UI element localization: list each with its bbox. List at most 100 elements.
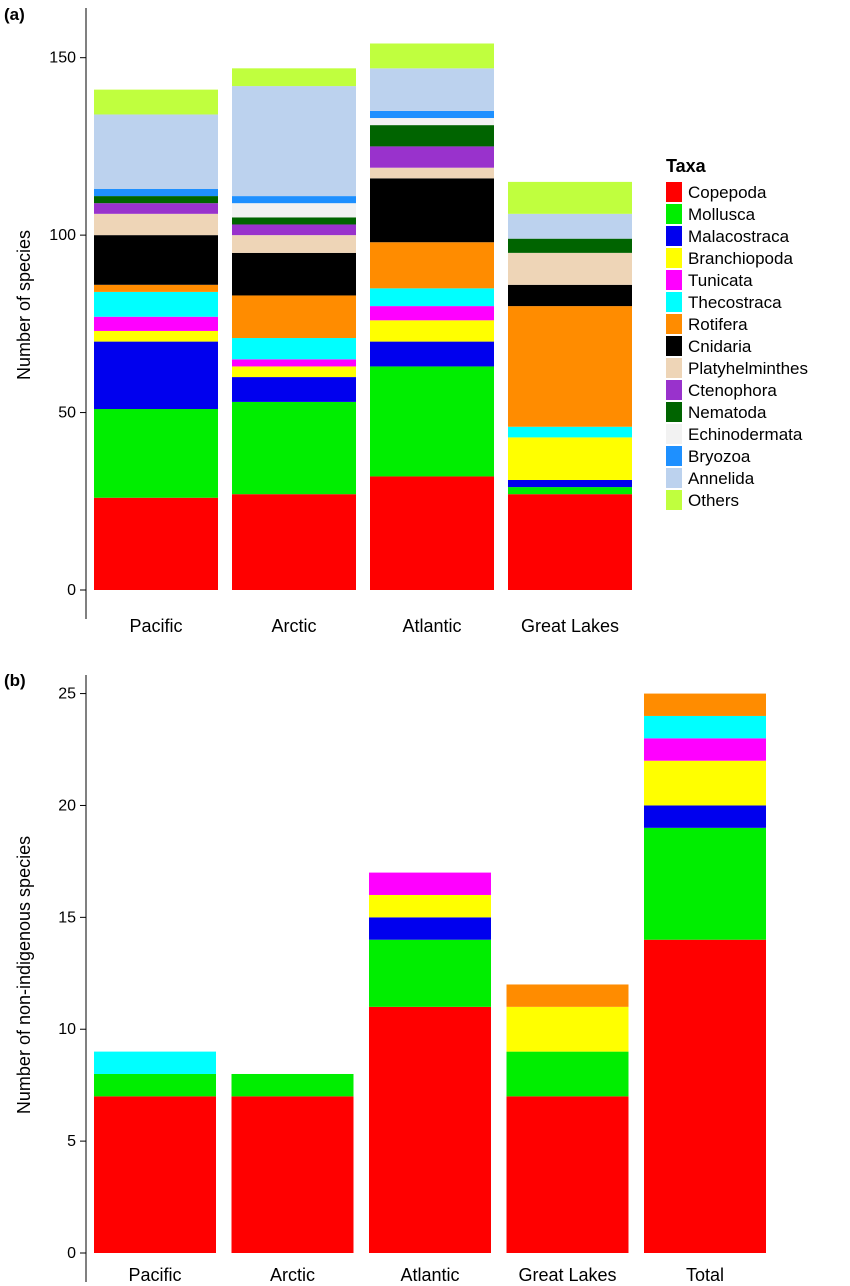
panel-a-bar-arctic-branchiopoda xyxy=(232,366,356,378)
panel-a-bar-great-lakes-thecostraca xyxy=(508,426,632,438)
legend-title: Taxa xyxy=(666,156,707,176)
panel-b-bar-atlantic-branchiopoda xyxy=(369,894,491,918)
panel-a-bar-great-lakes-branchiopoda xyxy=(508,437,632,480)
legend-swatch-malacostraca xyxy=(666,226,682,246)
panel-a-bar-atlantic-annelida xyxy=(370,68,494,111)
panel-b-y-tick-label-10: 10 xyxy=(58,1021,76,1038)
legend-label-malacostraca: Malacostraca xyxy=(688,227,790,246)
panel-a-label: (a) xyxy=(4,5,25,24)
legend-swatch-ctenophora xyxy=(666,380,682,400)
legend-label-thecostraca: Thecostraca xyxy=(688,293,782,312)
panel-b-bar-great-lakes-branchiopoda xyxy=(506,1006,629,1052)
legend-label-bryozoa: Bryozoa xyxy=(688,447,751,466)
panel-b-bar-total-rotifera xyxy=(644,693,766,716)
panel-a-category-label-atlantic: Atlantic xyxy=(402,616,461,636)
panel-a-bar-pacific-annelida xyxy=(94,114,218,189)
panel-a-bar-arctic-annelida xyxy=(232,86,356,197)
panel-a-bar-pacific-copepoda xyxy=(94,497,218,590)
panel-a-bar-atlantic-bryozoa xyxy=(370,110,494,119)
panel-b-bar-pacific-thecostraca xyxy=(94,1051,216,1074)
panel-a-y-tick-label-100: 100 xyxy=(49,227,76,244)
panel-b-y-tick-label-25: 25 xyxy=(58,686,76,703)
panel-a-y-tick-label-150: 150 xyxy=(49,50,76,67)
legend-label-echinodermata: Echinodermata xyxy=(688,425,803,444)
legend-swatch-branchiopoda xyxy=(666,248,682,268)
panel-a-bar-arctic-cnidaria xyxy=(232,252,356,296)
panel-a-bar-atlantic-malacostraca xyxy=(370,341,494,367)
panel-a-bar-atlantic-thecostraca xyxy=(370,288,494,307)
panel-a-bar-great-lakes-rotifera xyxy=(508,306,632,427)
panel-a-bar-atlantic-rotifera xyxy=(370,242,494,289)
legend-swatch-nematoda xyxy=(666,402,682,422)
panel-a-bar-atlantic-branchiopoda xyxy=(370,320,494,342)
panel-b-category-label-total: Total xyxy=(686,1265,724,1285)
panel-a-bar-pacific-platyhelminthes xyxy=(94,213,218,236)
panel-b-bar-great-lakes-mollusca xyxy=(506,1051,629,1097)
panel-a-bar-atlantic-cnidaria xyxy=(370,178,494,243)
panel-b-label: (b) xyxy=(4,671,26,690)
legend-label-copepoda: Copepoda xyxy=(688,183,767,202)
panel-a-bars xyxy=(94,43,632,590)
panel-b-bar-atlantic-copepoda xyxy=(369,1006,491,1253)
legend-label-platyhelminthes: Platyhelminthes xyxy=(688,359,808,378)
legend-swatch-bryozoa xyxy=(666,446,682,466)
panel-a-bar-atlantic-mollusca xyxy=(370,366,494,477)
legend-label-annelida: Annelida xyxy=(688,469,755,488)
panel-b-category-label-arctic: Arctic xyxy=(270,1265,315,1285)
panel-a-bar-arctic-mollusca xyxy=(232,401,356,495)
panel-a-bar-arctic-platyhelminthes xyxy=(232,235,356,253)
panel-b-bar-total-copepoda xyxy=(644,939,766,1253)
panel-a-bar-pacific-bryozoa xyxy=(94,188,218,197)
panel-a-bar-arctic-thecostraca xyxy=(232,338,356,360)
panel-a-bar-pacific-rotifera xyxy=(94,284,218,292)
legend-swatch-copepoda xyxy=(666,182,682,202)
panel-a-bar-pacific-malacostraca xyxy=(94,341,218,410)
panel-a-bar-pacific-thecostraca xyxy=(94,291,218,317)
panel-a: (a) Number of species 0 50 100 150 Pacific A… xyxy=(4,5,808,636)
panel-a-category-labels: Pacific Arctic Atlantic Great Lakes xyxy=(129,616,619,636)
panel-a-bar-pacific-branchiopoda xyxy=(94,330,218,342)
panel-b-bar-atlantic-tunicata xyxy=(369,872,491,895)
panel-a-category-label-great-lakes: Great Lakes xyxy=(521,616,619,636)
legend-label-nematoda: Nematoda xyxy=(688,403,767,422)
panel-b-y-tick-label-0: 0 xyxy=(67,1245,76,1262)
panel-a-bar-arctic-others xyxy=(232,68,356,87)
panel-b-bar-arctic-copepoda xyxy=(231,1096,354,1253)
panel-b-y-ticks: 0 5 10 15 20 25 xyxy=(58,686,86,1262)
panel-a-bar-great-lakes-mollusca xyxy=(508,487,632,495)
panel-a-bar-arctic-ctenophora xyxy=(232,224,356,236)
panel-a-bar-arctic-echinodermata xyxy=(232,203,356,218)
legend-swatch-platyhelminthes xyxy=(666,358,682,378)
panel-b-bar-arctic-mollusca xyxy=(231,1073,354,1097)
panel-a-category-label-arctic: Arctic xyxy=(272,616,317,636)
panel-a-bar-atlantic-tunicata xyxy=(370,306,494,321)
legend-swatch-echinodermata xyxy=(666,424,682,444)
panel-a-y-tick-label-50: 50 xyxy=(58,405,76,422)
panel-a-bar-arctic-rotifera xyxy=(232,295,356,339)
panel-b-category-label-atlantic: Atlantic xyxy=(400,1265,459,1285)
panel-b-bar-total-mollusca xyxy=(644,827,766,940)
legend-swatch-cnidaria xyxy=(666,336,682,356)
panel-b-bar-total-tunicata xyxy=(644,738,766,761)
panel-b-y-axis-title: Number of non-indigenous species xyxy=(14,836,34,1114)
legend-swatch-thecostraca xyxy=(666,292,682,312)
panel-a-bar-arctic-nematoda xyxy=(232,217,356,225)
legend-swatch-annelida xyxy=(666,468,682,488)
panel-a-bar-great-lakes-others xyxy=(508,181,632,214)
panel-a-bar-arctic-malacostraca xyxy=(232,377,356,402)
panel-a-y-ticks: 0 50 100 150 xyxy=(49,50,86,599)
legend-label-cnidaria: Cnidaria xyxy=(688,337,752,356)
panel-a-bar-pacific-mollusca xyxy=(94,409,218,498)
legend-label-mollusca: Mollusca xyxy=(688,205,756,224)
panel-b-bar-total-malacostraca xyxy=(644,805,766,828)
panel-a-bar-great-lakes-cnidaria xyxy=(508,284,632,307)
panel-a-bar-pacific-cnidaria xyxy=(94,235,218,285)
panel-b-bar-total-thecostraca xyxy=(644,715,766,739)
panel-b-category-label-great-lakes: Great Lakes xyxy=(518,1265,616,1285)
panel-a-bar-atlantic-others xyxy=(370,43,494,69)
panel-a-bar-great-lakes-platyhelminthes xyxy=(508,252,632,285)
panel-b-bar-pacific-mollusca xyxy=(94,1073,216,1097)
panel-a-bar-pacific-nematoda xyxy=(94,196,218,204)
legend: Taxa Copepoda Mollusca Malacostraca Branchi… xyxy=(666,156,808,510)
